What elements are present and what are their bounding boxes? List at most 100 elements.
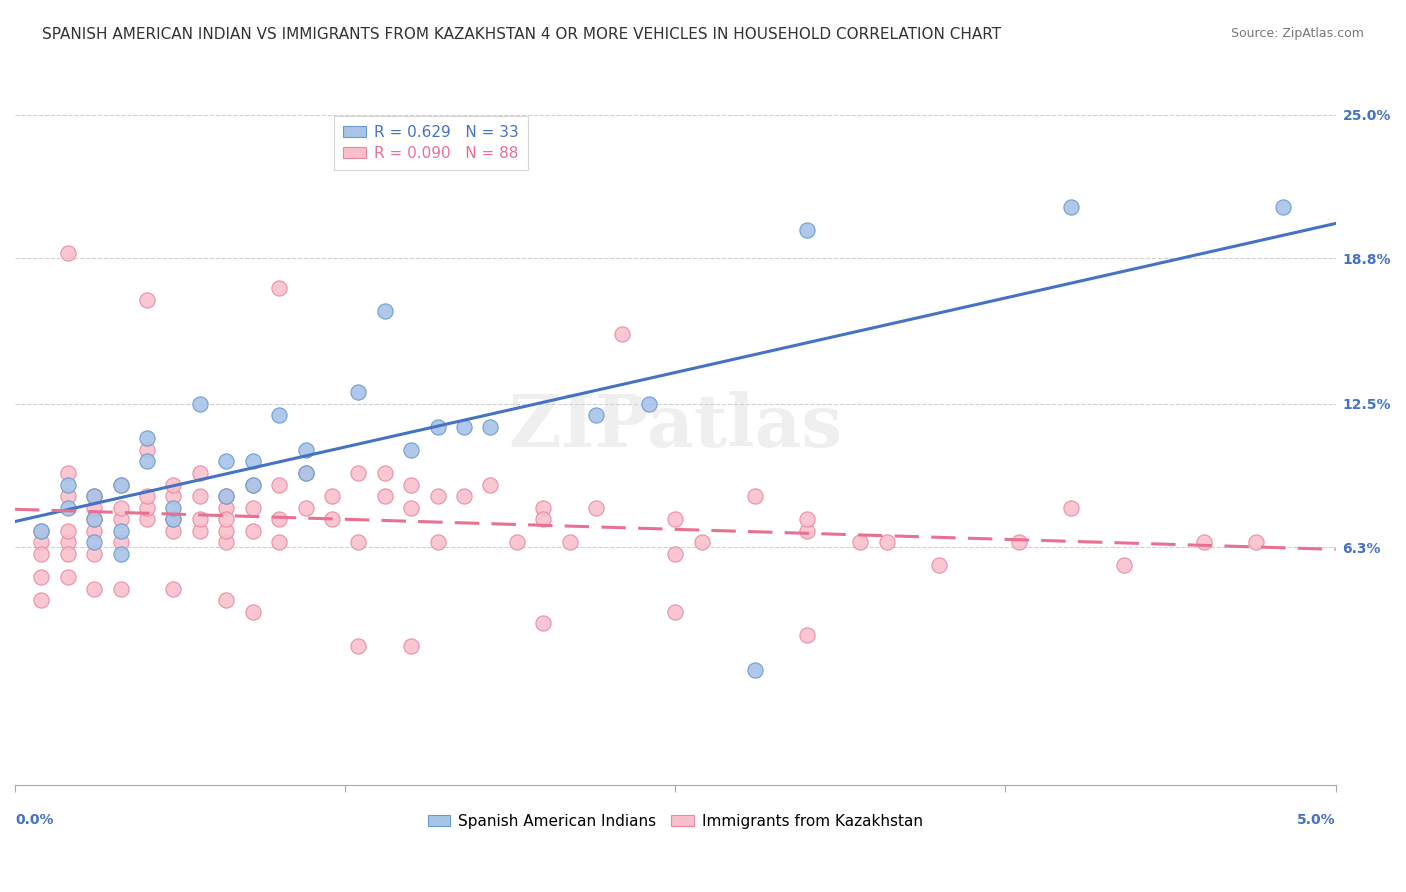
Point <box>83 489 105 503</box>
Point <box>56 570 79 584</box>
Point <box>1060 200 1083 214</box>
Point <box>242 454 264 468</box>
Point <box>136 512 159 526</box>
Point <box>136 454 159 468</box>
Point <box>30 524 52 538</box>
Point <box>30 593 52 607</box>
Point <box>56 524 79 538</box>
Point <box>374 489 396 503</box>
Point <box>347 640 370 654</box>
Point <box>531 512 554 526</box>
Point <box>83 547 105 561</box>
Point <box>1192 535 1215 549</box>
Point <box>664 512 686 526</box>
Point <box>242 524 264 538</box>
Point <box>162 582 184 596</box>
Point <box>690 535 713 549</box>
Point <box>83 512 105 526</box>
Point <box>83 535 105 549</box>
Point <box>188 466 211 480</box>
Point <box>136 489 159 503</box>
Point <box>162 524 184 538</box>
Point <box>269 512 291 526</box>
Point <box>110 500 132 515</box>
Point <box>796 223 818 237</box>
Point <box>849 535 872 549</box>
Point <box>136 500 159 515</box>
Point <box>744 663 766 677</box>
Legend: Spanish American Indians, Immigrants from Kazakhstan: Spanish American Indians, Immigrants fro… <box>422 807 929 835</box>
Point <box>110 535 132 549</box>
Point <box>664 547 686 561</box>
Point <box>294 442 316 457</box>
Point <box>796 512 818 526</box>
Point <box>83 489 105 503</box>
Point <box>269 477 291 491</box>
Point <box>56 535 79 549</box>
Point <box>162 489 184 503</box>
Point <box>188 397 211 411</box>
Point <box>531 500 554 515</box>
Point <box>269 409 291 423</box>
Point <box>110 512 132 526</box>
Point <box>269 535 291 549</box>
Point <box>242 477 264 491</box>
Point <box>1007 535 1029 549</box>
Point <box>215 489 238 503</box>
Point <box>188 512 211 526</box>
Point <box>162 477 184 491</box>
Point <box>83 500 105 515</box>
Point <box>136 442 159 457</box>
Text: ZIPatlas: ZIPatlas <box>508 392 842 462</box>
Point <box>83 524 105 538</box>
Point <box>269 281 291 295</box>
Point <box>1271 200 1294 214</box>
Point <box>242 605 264 619</box>
Point <box>136 293 159 307</box>
Point <box>294 466 316 480</box>
Point <box>876 535 898 549</box>
Point <box>321 489 343 503</box>
Point <box>162 500 184 515</box>
Point <box>796 628 818 642</box>
Point <box>56 477 79 491</box>
Point <box>56 466 79 480</box>
Point <box>399 500 422 515</box>
Point <box>1246 535 1268 549</box>
Point <box>426 489 449 503</box>
Point <box>110 524 132 538</box>
Point <box>30 570 52 584</box>
Point <box>1060 500 1083 515</box>
Point <box>242 477 264 491</box>
Point <box>56 489 79 503</box>
Point <box>215 454 238 468</box>
Point <box>215 524 238 538</box>
Point <box>585 500 607 515</box>
Point <box>83 512 105 526</box>
Point <box>399 442 422 457</box>
Point <box>215 500 238 515</box>
Point <box>215 535 238 549</box>
Text: 0.0%: 0.0% <box>15 813 53 827</box>
Point <box>347 535 370 549</box>
Text: Source: ZipAtlas.com: Source: ZipAtlas.com <box>1230 27 1364 40</box>
Point <box>162 512 184 526</box>
Point <box>426 535 449 549</box>
Point <box>637 397 659 411</box>
Point <box>321 512 343 526</box>
Point <box>479 419 502 434</box>
Point <box>215 593 238 607</box>
Point <box>1114 558 1136 573</box>
Point <box>374 466 396 480</box>
Point <box>612 327 634 342</box>
Point <box>83 582 105 596</box>
Point <box>558 535 581 549</box>
Point <box>56 246 79 260</box>
Text: 5.0%: 5.0% <box>1296 813 1336 827</box>
Point <box>347 466 370 480</box>
Point <box>110 547 132 561</box>
Point <box>110 477 132 491</box>
Point <box>136 431 159 445</box>
Point <box>374 304 396 318</box>
Point <box>188 524 211 538</box>
